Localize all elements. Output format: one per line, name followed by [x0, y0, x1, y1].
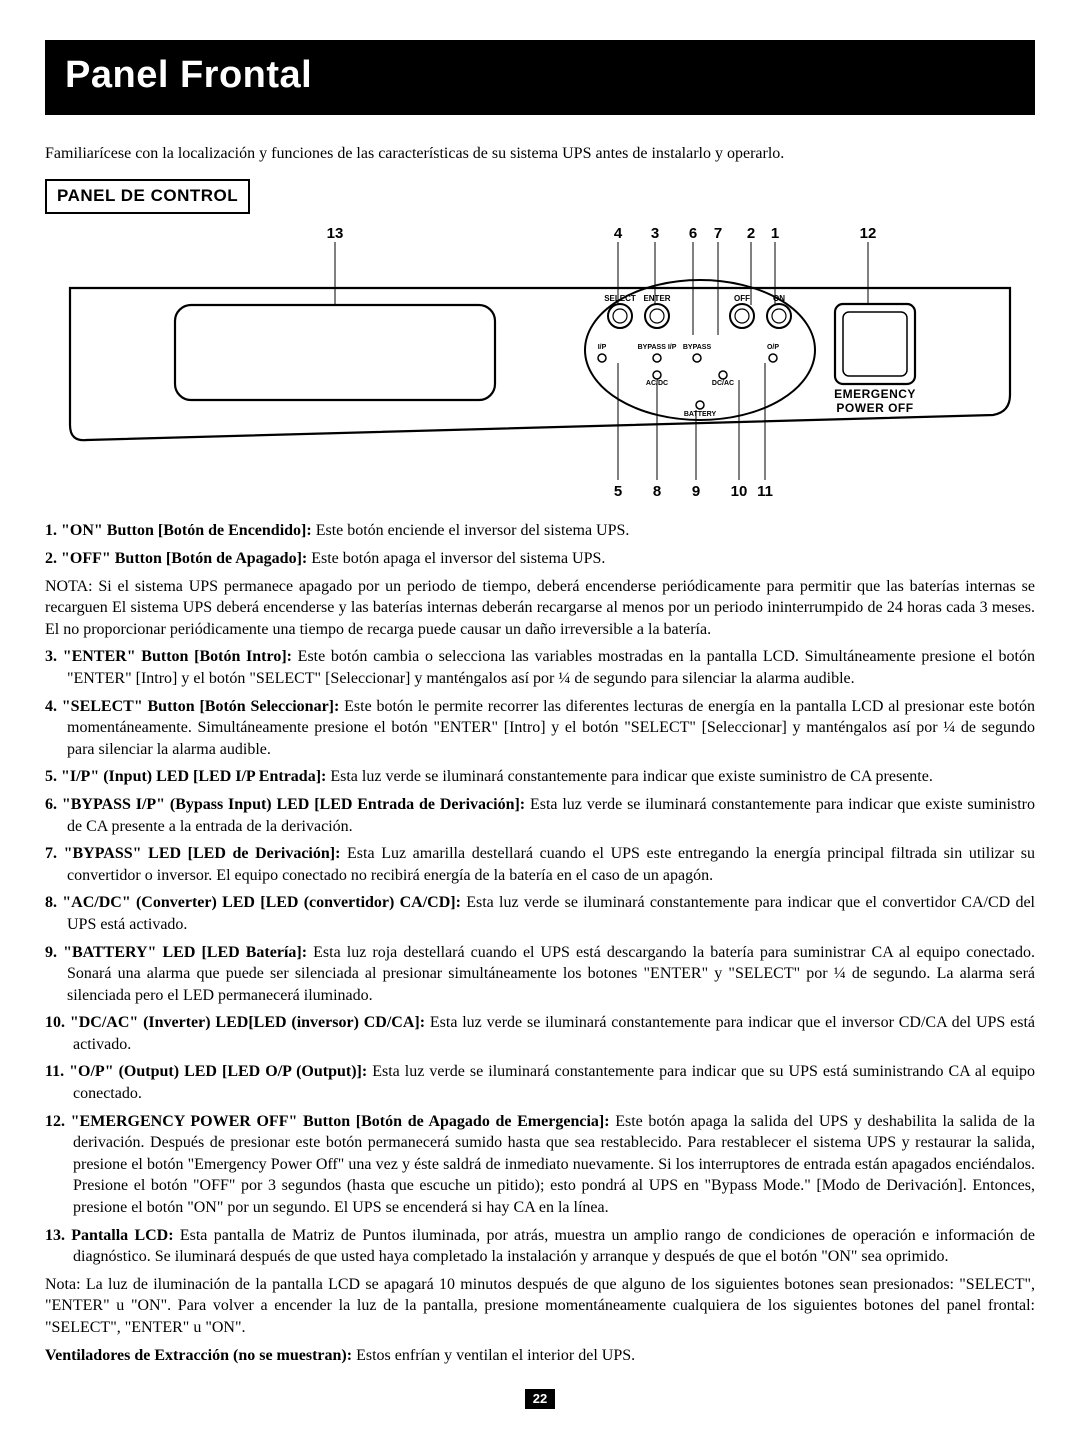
nota-2: Nota: La luz de iluminación de la pantal… [45, 1274, 1035, 1339]
page-number: 22 [525, 1389, 555, 1409]
intro-text: Familiarícese con la localización y func… [45, 143, 1035, 165]
callout-5: 5 [614, 483, 622, 500]
item-12: 12. "EMERGENCY POWER OFF" Button [Botón … [45, 1111, 1035, 1219]
control-panel-diagram: 13 4 3 67 21 12 SELECT ENTER OFF ON I/P BYPASS I/… [45, 220, 1035, 507]
item-11: 11. "O/P" (Output) LED [LED O/P (Output)… [45, 1061, 1035, 1104]
item-7: 7. "BYPASS" LED [LED de Derivación]: Est… [45, 843, 1035, 886]
svg-text:OFF: OFF [734, 294, 750, 303]
item-6: 6. "BYPASS I/P" (Bypass Input) LED [LED … [45, 794, 1035, 837]
callout-13: 13 [327, 225, 344, 242]
item-10: 10. "DC/AC" (Inverter) LED[LED (inversor… [45, 1012, 1035, 1055]
svg-text:BATTERY: BATTERY [684, 411, 717, 418]
svg-text:I/P: I/P [598, 344, 607, 351]
section-label: PANEL DE CONTROL [45, 179, 250, 214]
svg-text:ON: ON [773, 294, 785, 303]
led-op [769, 354, 777, 362]
led-ip [598, 354, 606, 362]
callout-10: 10 [731, 483, 748, 500]
item-1: 1. "ON" Button [Botón de Encendido]: Est… [45, 520, 1035, 542]
item-3: 3. "ENTER" Button [Botón Intro]: Este bo… [45, 646, 1035, 689]
callout-4: 4 [614, 225, 623, 242]
diagram-svg: 13 4 3 67 21 12 SELECT ENTER OFF ON I/P BYPASS I/… [45, 220, 1035, 500]
button-select[interactable] [608, 304, 632, 328]
item-13: 13. Pantalla LCD: Esta pantalla de Matri… [45, 1225, 1035, 1268]
fans-note: Ventiladores de Extracción (no se muestr… [45, 1345, 1035, 1367]
item-9: 9. "BATTERY" LED [LED Batería]: Esta luz… [45, 942, 1035, 1007]
svg-text:ENTER: ENTER [643, 294, 670, 303]
svg-text:DC/AC: DC/AC [712, 380, 734, 387]
callout-9: 9 [692, 483, 700, 500]
item-2: 2. "OFF" Button [Botón de Apagado]: Este… [45, 548, 1035, 570]
nota-1: NOTA: Si el sistema UPS permanece apagad… [45, 576, 1035, 641]
callout-1: 1 [771, 225, 779, 242]
emergency-label-1: EMERGENCY [834, 387, 916, 401]
callout-8: 8 [653, 483, 661, 500]
button-off[interactable] [730, 304, 754, 328]
callout-3: 3 [651, 225, 659, 242]
button-enter[interactable] [645, 304, 669, 328]
callout-11: 11 [757, 483, 773, 500]
svg-text:BYPASS: BYPASS [683, 344, 712, 351]
item-4: 4. "SELECT" Button [Botón Seleccionar]: … [45, 696, 1035, 761]
button-on[interactable] [767, 304, 791, 328]
svg-text:O/P: O/P [767, 344, 779, 351]
callout-7: 7 [714, 225, 722, 242]
page-number-wrap: 22 [45, 1388, 1035, 1410]
item-8: 8. "AC/DC" (Converter) LED [LED (convert… [45, 892, 1035, 935]
callout-12: 12 [860, 225, 877, 242]
led-bypassip [653, 354, 661, 362]
items-list: 1. "ON" Button [Botón de Encendido]: Est… [45, 520, 1035, 1366]
item-5: 5. "I/P" (Input) LED [LED I/P Entrada]: … [45, 766, 1035, 788]
callout-2: 2 [747, 225, 755, 242]
emergency-label-2: POWER OFF [836, 401, 913, 415]
svg-text:BYPASS I/P: BYPASS I/P [638, 344, 677, 351]
title-bar: Panel Frontal [45, 40, 1035, 115]
page-title: Panel Frontal [65, 50, 1015, 101]
callout-6: 6 [689, 225, 697, 242]
svg-text:SELECT: SELECT [604, 294, 636, 303]
led-bypass [693, 354, 701, 362]
